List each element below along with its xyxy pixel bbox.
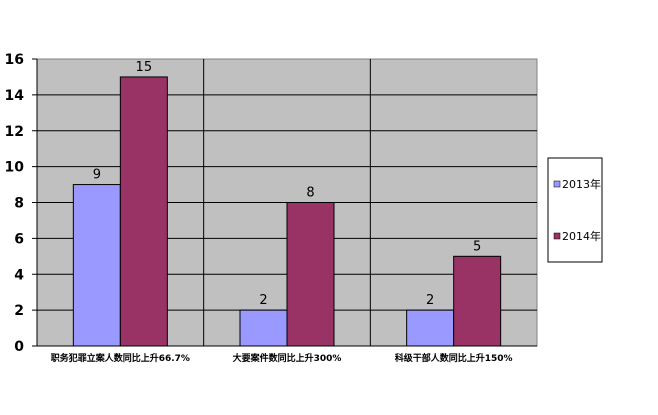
x-category-label: 大要案件数同比上升300% (233, 352, 342, 364)
y-tick-label: 8 (14, 196, 24, 212)
bar-series-2 (453, 255, 502, 347)
bar-series-1 (72, 184, 121, 347)
bar-series-1 (239, 309, 288, 347)
y-tick-label: 6 (14, 231, 24, 247)
labels: 0 2 4 6 8 10 12 14 16 9 15 职务犯罪立案人数同比上升66.7% 2 8 大要案件数… (5, 52, 513, 364)
data-label: 8 (306, 186, 314, 201)
legend-swatch (553, 232, 561, 240)
bar-series-2 (119, 76, 168, 347)
x-category-label: 科级干部人数同比上升150% (395, 352, 513, 364)
legend-label: 2013年 (562, 177, 601, 191)
y-tick-label: 10 (5, 160, 25, 176)
y-tick-label: 2 (14, 303, 24, 319)
y-tick-label: 16 (5, 52, 24, 68)
legend-label: 2014年 (562, 229, 601, 243)
bar-series-2 (286, 202, 335, 347)
y-tick-label: 4 (14, 267, 24, 283)
legend-swatch (553, 180, 561, 188)
bars (72, 76, 502, 347)
data-label: 5 (473, 239, 481, 254)
data-label: 9 (93, 168, 101, 183)
data-label: 15 (136, 60, 153, 75)
data-label: 2 (426, 293, 434, 308)
y-tick-label: 12 (5, 124, 24, 140)
legend-box (547, 157, 603, 263)
x-category-label: 职务犯罪立案人数同比上升66.7% (51, 352, 190, 364)
y-tick-label: 0 (14, 339, 24, 355)
bar-series-1 (406, 309, 455, 347)
y-tick-label: 14 (5, 88, 25, 104)
legend: 2013年 2014年 (547, 157, 603, 263)
data-label: 2 (259, 293, 267, 308)
axes (32, 58, 537, 347)
